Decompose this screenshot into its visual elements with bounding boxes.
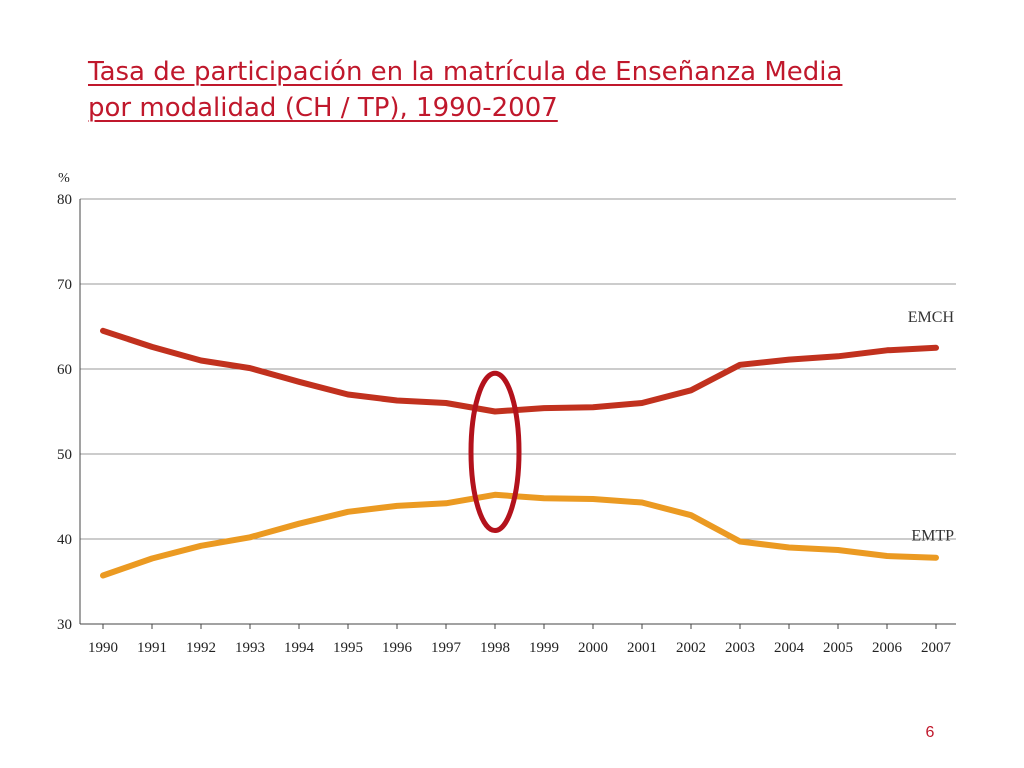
y-axis-unit-label: % bbox=[58, 171, 70, 186]
x-tick-label-2006: 2006 bbox=[872, 640, 903, 656]
highlight-ellipse-1998 bbox=[468, 370, 522, 533]
x-tick-label-1993: 1993 bbox=[235, 640, 265, 656]
series-layer: EMCH EMTP bbox=[100, 309, 955, 579]
axis-layer: 30 40 50 60 70 80% 1990 1991 1992 1993 1994 1995 199… bbox=[57, 171, 956, 656]
y-tick-label-30: 30 bbox=[57, 617, 72, 633]
x-tick-label-2001: 2001 bbox=[627, 640, 657, 656]
y-tick-label-70: 70 bbox=[57, 277, 72, 293]
x-tick-label-1996: 1996 bbox=[382, 640, 413, 656]
slide-title: Tasa de participación en la matrícula de… bbox=[88, 54, 988, 126]
x-tick-label-1994: 1994 bbox=[284, 640, 315, 656]
x-tick-label-2000: 2000 bbox=[578, 640, 608, 656]
x-tick-label-2002: 2002 bbox=[676, 640, 706, 656]
y-tick-label-40: 40 bbox=[57, 532, 72, 548]
series-label-emch: EMCH bbox=[908, 309, 955, 326]
x-tick-label-2004: 2004 bbox=[774, 640, 805, 656]
series-line-emch bbox=[100, 327, 939, 415]
x-tick-label-1992: 1992 bbox=[186, 640, 216, 656]
series-label-emtp: EMTP bbox=[911, 528, 954, 545]
x-tick-label-2003: 2003 bbox=[725, 640, 755, 656]
slide-number: 6 bbox=[925, 724, 935, 741]
annotation-layer bbox=[468, 370, 522, 533]
x-tick-label-1995: 1995 bbox=[333, 640, 363, 656]
x-tick-label-2007: 2007 bbox=[921, 640, 952, 656]
x-tick-label-1998: 1998 bbox=[480, 640, 510, 656]
series-line-emtp bbox=[100, 491, 939, 579]
y-tick-label-60: 60 bbox=[57, 362, 72, 378]
y-tick-label-50: 50 bbox=[57, 447, 72, 463]
x-tick-label-1999: 1999 bbox=[529, 640, 559, 656]
y-tick-label-80: 80 bbox=[57, 192, 72, 208]
x-tick-label-2005: 2005 bbox=[823, 640, 853, 656]
x-tick-label-1997: 1997 bbox=[431, 640, 462, 656]
slide-title-line-2: por modalidad (CH / TP), 1990-2007 bbox=[88, 93, 558, 123]
slide-title-line-1: Tasa de participación en la matrícula de… bbox=[88, 57, 843, 87]
x-tick-label-1991: 1991 bbox=[137, 640, 167, 656]
x-tick-label-1990: 1990 bbox=[88, 640, 118, 656]
